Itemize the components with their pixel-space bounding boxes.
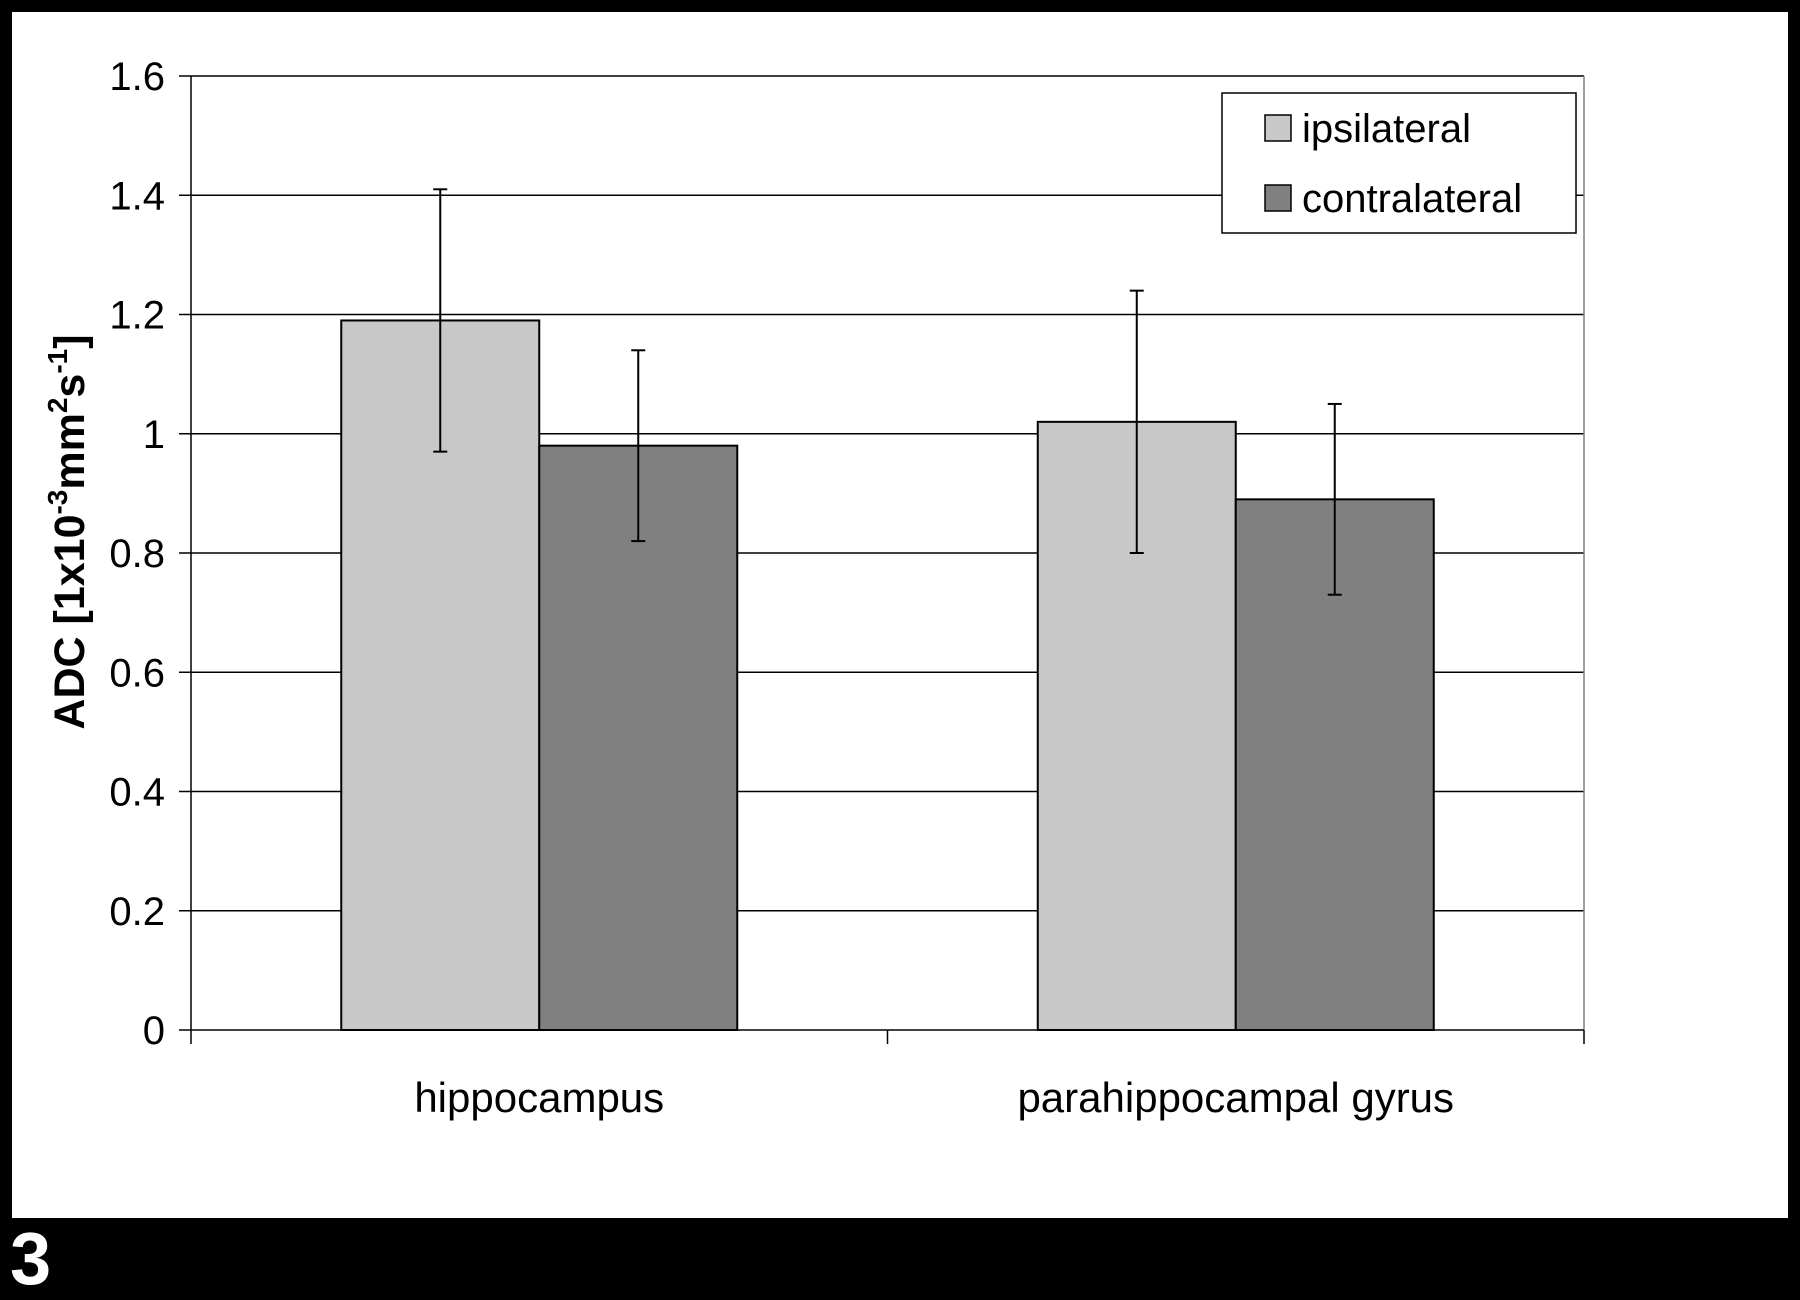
y-tick-label: 0.6 (109, 651, 165, 695)
y-tick-label: 1.6 (109, 55, 165, 99)
figure-number: 3 (10, 1217, 52, 1300)
legend: ipsilateral contralateral (1221, 92, 1577, 234)
y-axis-label: ADC [1x10-3mm2s-1] (42, 334, 94, 729)
x-category-label: parahippocampal gyrus (1017, 1074, 1454, 1121)
legend-swatch-contralateral (1264, 184, 1292, 212)
y-tick-label: 0 (143, 1009, 165, 1053)
y-tick-label: 0.4 (109, 771, 165, 815)
y-tick-label: 1.2 (109, 294, 165, 338)
chart-panel: 0 0.2 0.4 0.6 0.8 1 1.2 1.4 1.6 hippocampus parahi… (12, 12, 1788, 1218)
bar-chart: 0 0.2 0.4 0.6 0.8 1 1.2 1.4 1.6 hippocampus parahi… (42, 55, 1585, 1121)
y-tick-label: 0.8 (109, 532, 165, 576)
legend-label-contralateral: contralateral (1302, 177, 1522, 221)
y-tick-label: 0.2 (109, 890, 165, 934)
legend-label-ipsilateral: ipsilateral (1302, 107, 1471, 151)
y-tick-label: 1.4 (109, 174, 165, 218)
x-category-label: hippocampus (414, 1074, 664, 1121)
legend-swatch-ipsilateral (1264, 114, 1292, 142)
bars (340, 188, 1435, 1031)
axes (179, 75, 1585, 1044)
tick-labels: 0 0.2 0.4 0.6 0.8 1 1.2 1.4 1.6 hippocampus parahi… (109, 55, 1454, 1121)
y-tick-label: 1 (143, 413, 165, 457)
bar-contralateral (538, 444, 739, 1031)
